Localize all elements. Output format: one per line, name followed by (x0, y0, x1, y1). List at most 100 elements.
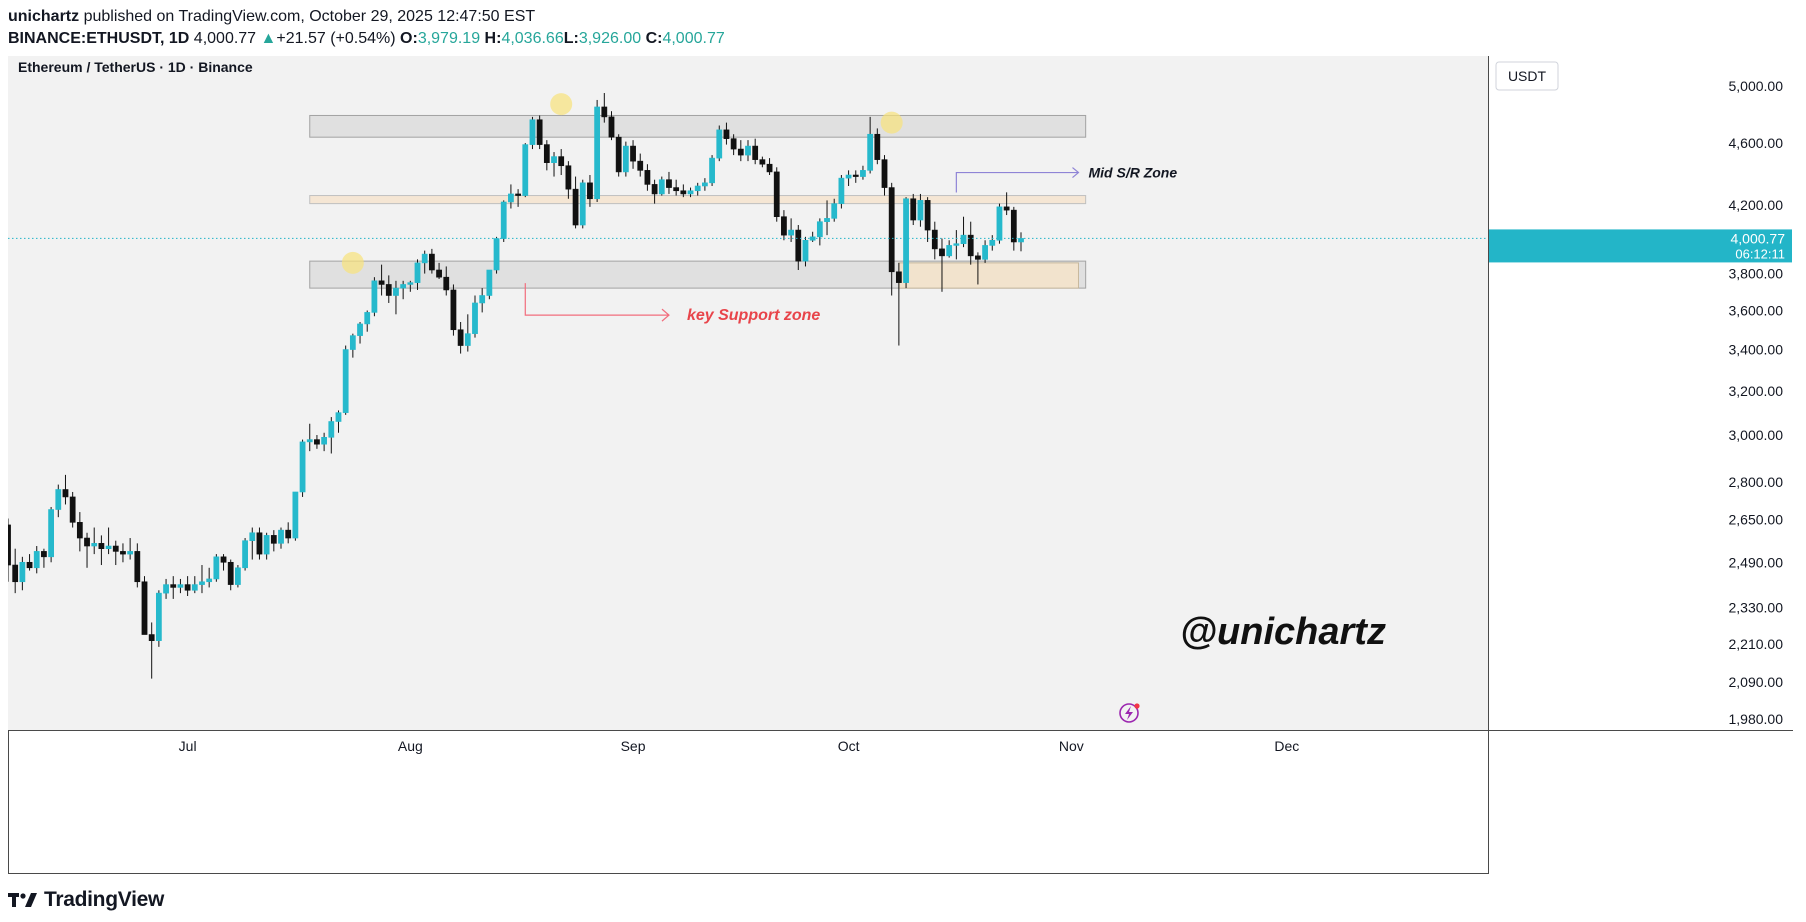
candle[interactable] (594, 106, 601, 200)
candle[interactable] (802, 239, 809, 262)
candle[interactable] (709, 157, 715, 184)
candle[interactable] (91, 543, 98, 547)
candle[interactable] (673, 187, 680, 192)
candle[interactable] (730, 138, 737, 150)
highlight-point[interactable] (341, 251, 364, 274)
candle[interactable] (414, 262, 421, 283)
candle[interactable] (256, 532, 263, 555)
candle[interactable] (931, 229, 938, 250)
candle[interactable] (895, 271, 902, 283)
candle[interactable] (41, 551, 47, 558)
candle[interactable] (26, 561, 33, 569)
candle[interactable] (838, 177, 845, 204)
candle[interactable] (723, 129, 730, 139)
candle[interactable] (716, 129, 723, 159)
candle[interactable] (486, 269, 493, 296)
candle[interactable] (572, 188, 579, 226)
candle[interactable] (924, 200, 931, 231)
mid-annotation[interactable]: Mid S/R Zone (1088, 165, 1177, 181)
candle[interactable] (781, 216, 787, 236)
candle[interactable] (824, 218, 830, 222)
candle[interactable] (644, 170, 651, 185)
candle[interactable] (335, 412, 342, 422)
candle[interactable] (127, 551, 134, 555)
candle[interactable] (493, 238, 500, 271)
author-name[interactable]: unichartz (8, 8, 80, 25)
candle[interactable] (270, 535, 277, 544)
candle[interactable] (479, 295, 486, 304)
candle[interactable] (76, 522, 83, 539)
candle[interactable] (529, 119, 536, 145)
candle[interactable] (982, 245, 988, 260)
candle[interactable] (105, 545, 112, 550)
candle[interactable] (371, 280, 378, 313)
lightning-icon[interactable] (1119, 703, 1139, 723)
candle[interactable] (299, 441, 306, 493)
brand-name[interactable]: TradingView (44, 888, 165, 911)
candle[interactable] (163, 584, 169, 594)
candle[interactable] (69, 496, 76, 523)
candle[interactable] (874, 133, 881, 160)
candle[interactable] (881, 159, 888, 188)
candle[interactable] (522, 144, 529, 196)
candle[interactable] (831, 203, 838, 219)
candle[interactable] (702, 182, 708, 187)
candle[interactable] (651, 184, 658, 195)
candle[interactable] (759, 159, 766, 165)
candle[interactable] (227, 561, 234, 585)
candle[interactable] (946, 245, 953, 257)
candle[interactable] (737, 148, 744, 156)
candle[interactable] (400, 284, 407, 289)
candle[interactable] (134, 551, 141, 583)
candle[interactable] (19, 561, 26, 583)
candle[interactable] (393, 287, 399, 296)
candle[interactable] (242, 540, 248, 569)
currency-box[interactable] (1495, 61, 1559, 91)
candle[interactable] (615, 136, 622, 173)
candle[interactable] (357, 323, 363, 336)
price-chart[interactable]: 5,000.00 4,600.00 4,200.00 3,800.00 3,600.00… (8, 56, 1793, 874)
candle[interactable] (601, 106, 608, 118)
candle[interactable] (852, 174, 859, 177)
candle[interactable] (220, 556, 227, 563)
candle[interactable] (975, 255, 981, 260)
candle[interactable] (500, 201, 507, 239)
candle[interactable] (680, 190, 687, 195)
candle[interactable] (321, 437, 328, 445)
candle[interactable] (457, 329, 464, 346)
candle[interactable] (788, 229, 794, 236)
last-price-badge[interactable] (1489, 229, 1792, 263)
candle[interactable] (816, 221, 823, 238)
candle[interactable] (536, 119, 543, 145)
price-axis[interactable] (1488, 56, 1793, 874)
candle[interactable] (996, 206, 1003, 241)
candle[interactable] (120, 551, 126, 555)
candle[interactable] (342, 349, 349, 413)
candle[interactable] (278, 529, 284, 544)
candle[interactable] (1003, 206, 1010, 211)
candle[interactable] (558, 156, 565, 167)
candle[interactable] (867, 133, 874, 171)
candle[interactable] (141, 581, 148, 635)
candle[interactable] (860, 170, 866, 177)
candle[interactable] (967, 234, 974, 257)
candle[interactable] (436, 269, 442, 278)
candle[interactable] (421, 253, 428, 264)
candle[interactable] (443, 276, 450, 291)
candle[interactable] (170, 584, 177, 588)
candle[interactable] (989, 239, 996, 246)
candle[interactable] (184, 584, 191, 591)
candle[interactable] (508, 193, 514, 203)
candle[interactable] (472, 302, 478, 334)
candle[interactable] (84, 537, 90, 547)
candle[interactable] (960, 234, 967, 244)
candle[interactable] (1018, 238, 1024, 243)
candle[interactable] (637, 160, 644, 171)
candle[interactable] (33, 551, 40, 569)
candle[interactable] (12, 564, 19, 583)
candle[interactable] (364, 312, 371, 325)
candle[interactable] (148, 634, 155, 641)
candle[interactable] (666, 179, 672, 188)
candle[interactable] (177, 584, 184, 588)
candle[interactable] (687, 190, 694, 195)
